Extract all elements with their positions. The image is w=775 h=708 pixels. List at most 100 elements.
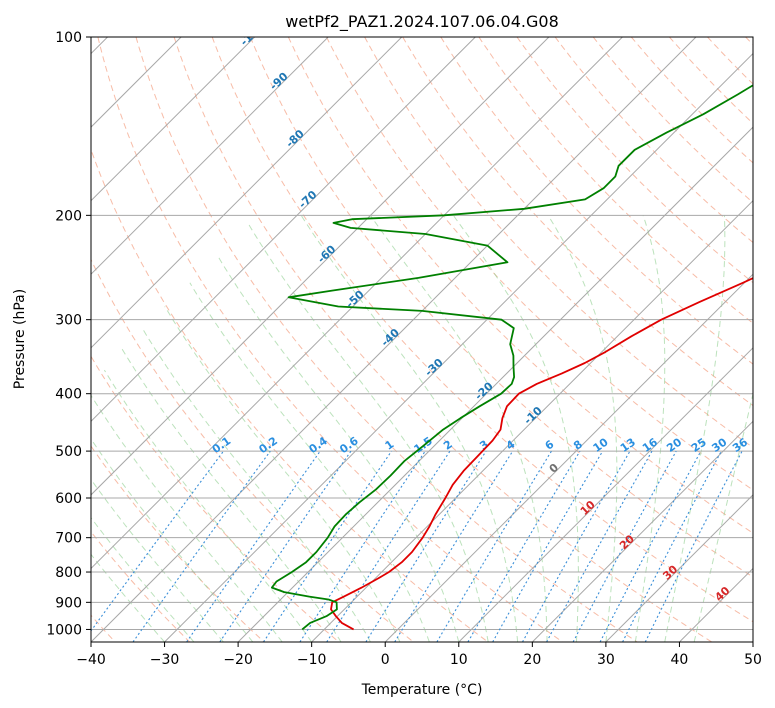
x-tick-label: 40 <box>671 652 689 668</box>
isotherm-line <box>164 52 753 642</box>
moist-adiabat <box>91 438 254 642</box>
y-axis-label: Pressure (hPa) <box>12 289 28 389</box>
dry-adiabat <box>249 37 753 578</box>
isotherm-label: 10 <box>578 498 598 518</box>
moist-adiabat <box>141 327 371 642</box>
mixing-ratio-label: 25 <box>689 436 709 455</box>
isotherm-line <box>531 420 753 642</box>
isotherm-line <box>91 37 550 496</box>
isotherm-line <box>311 199 753 642</box>
dry-adiabat <box>91 445 265 642</box>
moist-adiabat <box>91 394 283 642</box>
x-tick-label: −40 <box>76 652 106 668</box>
isotherm-line <box>91 37 697 642</box>
moist-adiabats <box>91 215 753 642</box>
mixing-ratio-label: 30 <box>709 435 729 455</box>
isotherm-label: -30 <box>422 356 446 379</box>
mixing-ratio-line <box>644 450 743 642</box>
x-tick-label: −10 <box>297 652 327 668</box>
dry-adiabat <box>287 37 753 534</box>
moist-adiabat <box>121 347 342 642</box>
dry-adiabat <box>91 355 340 642</box>
y-tick-label: 100 <box>55 30 82 46</box>
dry-adiabat <box>97 37 563 642</box>
mixing-ratio-label: 2 <box>441 438 455 453</box>
y-tick-label: 300 <box>55 313 82 329</box>
isotherm-line <box>91 37 329 275</box>
mixing-ratio-line <box>546 450 653 642</box>
isotherm-label: 40 <box>712 584 732 604</box>
dry-adiabat <box>745 37 753 46</box>
dry-adiabat <box>592 37 753 204</box>
mixing-ratio-label: 0.2 <box>257 434 280 456</box>
isotherm-label: -80 <box>283 127 307 150</box>
mixing-ratio-line <box>186 450 321 642</box>
mixing-ratio-line <box>326 450 451 642</box>
moist-adiabat <box>217 256 460 642</box>
moist-adiabat <box>164 306 401 642</box>
moist-adiabat <box>91 516 195 642</box>
moist-adiabat <box>91 553 165 642</box>
moist-adiabat <box>547 215 618 642</box>
x-tick-label: 0 <box>381 652 390 668</box>
isotherm-line <box>458 347 753 642</box>
mixing-ratio-label: 8 <box>571 438 585 453</box>
y-tick-label: 400 <box>55 387 82 403</box>
moist-adiabat <box>91 478 224 642</box>
mixing-ratio-line <box>299 450 426 642</box>
x-tick-label: 30 <box>597 652 615 668</box>
mixing-ratio-line <box>219 450 352 642</box>
y-tick-label: 700 <box>55 531 82 547</box>
mixing-ratio-label: 0.4 <box>306 434 330 456</box>
mixing-ratio-line <box>365 450 487 642</box>
mixing-ratio-line <box>132 450 271 642</box>
dewpoint-line <box>271 84 753 631</box>
y-tick-label: 600 <box>55 491 82 507</box>
moist-adiabat <box>246 221 489 642</box>
mixing-ratio-label: 36 <box>730 435 750 455</box>
isotherm-line <box>91 37 623 570</box>
mixing-ratio-label: 13 <box>618 436 638 455</box>
dry-adiabat <box>211 37 753 623</box>
isotherm-label: -60 <box>315 243 339 266</box>
dry-adiabat <box>554 37 753 244</box>
isotherm-line <box>384 273 753 642</box>
moist-adiabat <box>189 282 430 642</box>
mixing-ratio-label: 20 <box>664 435 684 455</box>
isotherms <box>91 37 753 642</box>
isotherm-label: 30 <box>660 562 680 582</box>
mixing-ratio-line <box>467 450 581 642</box>
moist-adiabat <box>693 391 753 642</box>
isotherm-line <box>605 494 753 642</box>
x-axis-ticks: −40 −30 −20 −10 0 10 20 30 40 50 <box>76 642 762 668</box>
pressure-gridlines <box>91 37 753 630</box>
moist-adiabat <box>664 215 726 642</box>
isotherm-label: -40 <box>379 326 403 349</box>
x-tick-label: 10 <box>450 652 468 668</box>
dry-adiabat <box>91 530 191 642</box>
y-tick-label: 800 <box>55 565 82 581</box>
x-tick-label: −30 <box>150 652 180 668</box>
dry-adiabat <box>326 37 753 491</box>
mixing-ratio-line <box>394 450 514 642</box>
isotherm-label: -100 <box>238 20 267 49</box>
moist-adiabat <box>369 215 548 642</box>
temperature-line <box>330 277 753 631</box>
isotherm-line <box>91 37 256 202</box>
y-tick-label: 200 <box>55 208 82 224</box>
mixing-ratio-line <box>436 450 552 642</box>
dry-adiabat <box>402 37 753 407</box>
mixing-ratio-label: 0.6 <box>337 434 361 456</box>
mixing-ratio-line <box>599 450 702 642</box>
dry-adiabat <box>440 37 753 365</box>
profile-series <box>271 84 753 631</box>
dry-adiabat <box>707 37 753 85</box>
moist-adiabat <box>452 215 579 642</box>
isotherm-label: 20 <box>617 532 637 552</box>
chart-title: wetPf2_PAZ1.2024.107.06.04.G08 <box>285 12 559 32</box>
mixing-ratio-label: 16 <box>640 435 660 455</box>
dry-adiabat <box>135 37 638 642</box>
mixing-ratio-lines <box>91 450 743 642</box>
isotherm-label: -70 <box>296 188 320 211</box>
